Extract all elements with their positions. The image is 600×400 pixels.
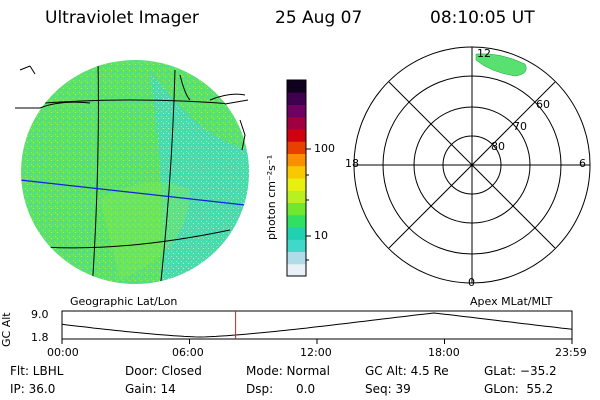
gc-altitude-readout: GC Alt: 4.5 Re: [365, 364, 449, 378]
colorbar-segment: [287, 190, 306, 203]
colorbar-tick-100: 100: [314, 142, 335, 155]
mlat-label-80: 80: [491, 140, 505, 153]
timeline-tick-1800: 18:00: [428, 346, 460, 359]
mlat-label-60: 60: [536, 98, 550, 111]
timeline-y-top: 9.0: [31, 308, 49, 321]
glat-readout: GLat: −35.2: [484, 364, 557, 378]
colorbar-segment: [287, 178, 306, 191]
colorbar-segment: [287, 153, 306, 167]
colorbar-segment: [287, 116, 306, 130]
door-readout: Door: Closed: [125, 364, 202, 378]
colorbar-segment: [287, 263, 306, 277]
colorbar-tick-10: 10: [314, 229, 328, 242]
auroral-oval-patch: [475, 53, 527, 77]
geographic-caption: Geographic Lat/Lon: [70, 295, 178, 308]
colorbar-segment: [287, 129, 306, 142]
colorbar-segment: [287, 141, 306, 154]
gain-readout: Gain: 14: [125, 382, 176, 396]
timeline-tick-2359: 23:59: [555, 346, 587, 359]
colorbar-segment: [287, 202, 306, 216]
altitude-timeline: [61, 310, 573, 344]
mode-readout: Mode: Normal: [246, 364, 330, 378]
colorbar-segment: [287, 104, 306, 118]
mlat-label-70: 70: [513, 120, 527, 133]
filter-readout: Flt: LBHL: [10, 364, 64, 378]
glon-readout: GLon: 55.2: [484, 382, 554, 396]
timeline-y-bottom: 1.8: [31, 331, 49, 344]
timeline-ylabel: GC Alt: [0, 312, 13, 347]
colorbar-segment: [287, 227, 306, 240]
colorbar-segment: [287, 92, 306, 105]
observation-date: 25 Aug 07: [275, 8, 363, 28]
apex-caption: Apex MLat/MLT: [470, 295, 553, 308]
colorbar: [286, 79, 307, 277]
observation-time: 08:10:05 UT: [430, 8, 535, 28]
geographic-image: [15, 60, 249, 284]
sequence-readout: Seq: 39: [365, 382, 411, 396]
colorbar-segment: [287, 214, 306, 228]
timeline-tick-0600: 06:00: [172, 346, 204, 359]
mlt-label-12: 12: [477, 47, 491, 60]
colorbar-segment: [287, 251, 306, 265]
polar-plot: [353, 46, 591, 284]
colorbar-segment: [287, 80, 306, 93]
mlt-label-18: 18: [345, 157, 359, 170]
instrument-title: Ultraviolet Imager: [45, 8, 199, 28]
colorbar-segment: [287, 165, 306, 179]
dsp-readout: Dsp: 0.0: [246, 382, 316, 396]
timeline-tick-0000: 00:00: [47, 346, 79, 359]
mlt-label-0: 0: [468, 276, 475, 289]
ip-readout: IP: 36.0: [10, 382, 56, 396]
colorbar-unit-label: photon cm⁻²s⁻¹: [265, 154, 278, 240]
mlt-label-6: 6: [579, 157, 586, 170]
timeline-tick-1200: 12:00: [300, 346, 332, 359]
colorbar-segment: [287, 239, 306, 252]
